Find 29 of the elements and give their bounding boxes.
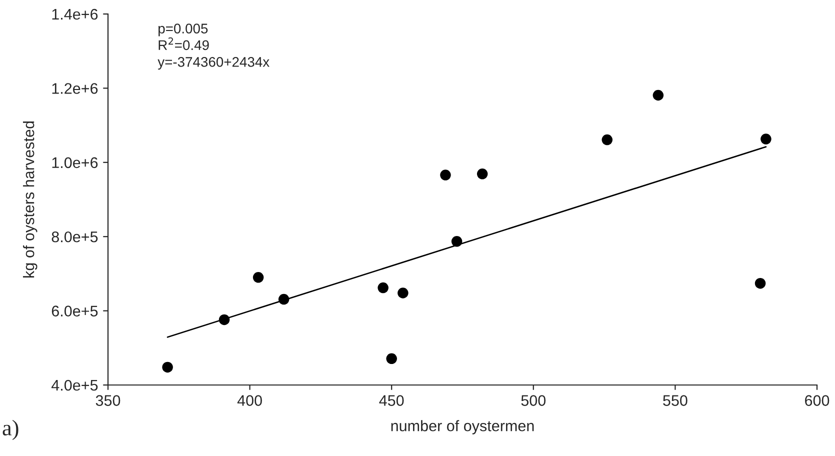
point <box>386 353 397 364</box>
point <box>440 170 451 180</box>
point <box>378 282 388 294</box>
point <box>252 272 264 283</box>
text: a) <box>2 420 18 440</box>
x-axis-title: number of oystermen <box>391 420 534 434</box>
annotation: p=0.005 <box>158 24 208 36</box>
point <box>162 362 173 373</box>
x-tick-label: 400 <box>237 395 262 406</box>
point <box>754 278 766 289</box>
y-tick-label: 1.0e+6 <box>52 157 98 168</box>
annotation: y=-374360+2434x <box>158 57 270 70</box>
point <box>398 288 408 298</box>
y-tick-label: 1.2e+6 <box>52 83 98 94</box>
point <box>476 168 488 180</box>
annotation: R$^{2}$=0.49 <box>158 37 209 50</box>
y-tick-label: 8.0e+5 <box>52 231 98 242</box>
y-axis-title: kg of oysters harvested <box>22 122 38 278</box>
x-tick-label: 550 <box>663 395 688 406</box>
point <box>602 134 613 146</box>
x-tick-label: 350 <box>96 395 120 406</box>
point <box>652 90 664 101</box>
x-tick-label: 450 <box>379 395 404 406</box>
y-tick-label: 4.0e+5 <box>51 380 98 391</box>
point <box>760 134 772 144</box>
y-tick-label: 1.4e+6 <box>52 8 98 20</box>
y-tick-label: 6.0e+5 <box>52 306 98 316</box>
x-tick-label: 500 <box>521 395 546 406</box>
x-tick-label: 600 <box>805 395 830 406</box>
